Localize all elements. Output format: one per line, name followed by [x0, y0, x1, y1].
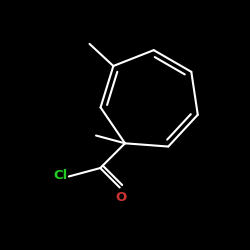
Text: Cl: Cl — [53, 169, 68, 182]
Text: O: O — [115, 191, 126, 204]
